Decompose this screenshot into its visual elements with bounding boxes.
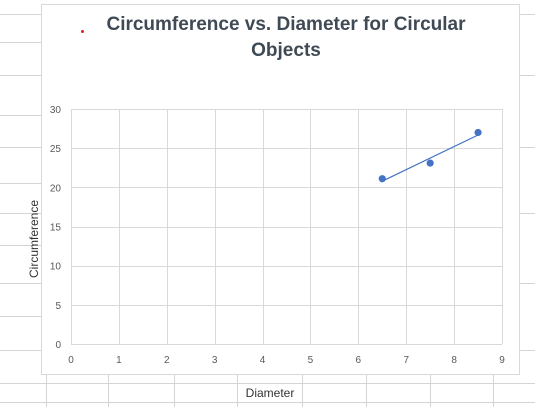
chart-area[interactable] — [41, 4, 520, 375]
x-tick-label: 5 — [308, 355, 314, 366]
y-tick-label: 25 — [50, 144, 62, 155]
chart-title-line-1: Circumference vs. Diameter for Circular — [106, 14, 466, 35]
x-tick-label: 7 — [403, 355, 409, 366]
y-tick-label: 0 — [55, 340, 61, 351]
x-tick-label: 1 — [116, 355, 122, 366]
y-tick-label: 5 — [55, 301, 61, 312]
chart-title[interactable]: Circumference vs. Diameter for Circular … — [86, 12, 486, 64]
y-tick-label: 15 — [50, 223, 62, 234]
data-point — [426, 159, 434, 167]
trendline-group — [382, 134, 479, 182]
trendline — [382, 134, 479, 182]
data-point — [474, 128, 482, 137]
x-tick-label: 4 — [260, 355, 266, 366]
x-tick-label: 8 — [451, 355, 457, 366]
x-axis-label[interactable]: Diameter — [245, 386, 295, 400]
chart-title-line-2: Objects — [251, 40, 321, 61]
y-tick-label: 20 — [50, 183, 62, 194]
annotation-dot — [81, 30, 84, 33]
x-tick-label: 2 — [164, 355, 170, 366]
y-axis-label[interactable]: Circumference — [27, 199, 41, 278]
data-points — [378, 128, 482, 183]
plot-gridlines — [71, 109, 503, 345]
x-tick-label: 0 — [68, 355, 74, 366]
y-axis-ticks: 0 5 10 15 20 25 30 — [50, 105, 62, 351]
x-tick-label: 9 — [499, 355, 505, 366]
x-tick-label: 6 — [356, 355, 362, 366]
y-tick-label: 30 — [50, 105, 62, 116]
x-axis-ticks: 0 1 2 3 4 5 6 7 8 9 — [68, 355, 505, 366]
x-tick-label: 3 — [212, 355, 218, 366]
data-point — [378, 175, 386, 183]
y-tick-label: 10 — [50, 262, 62, 273]
